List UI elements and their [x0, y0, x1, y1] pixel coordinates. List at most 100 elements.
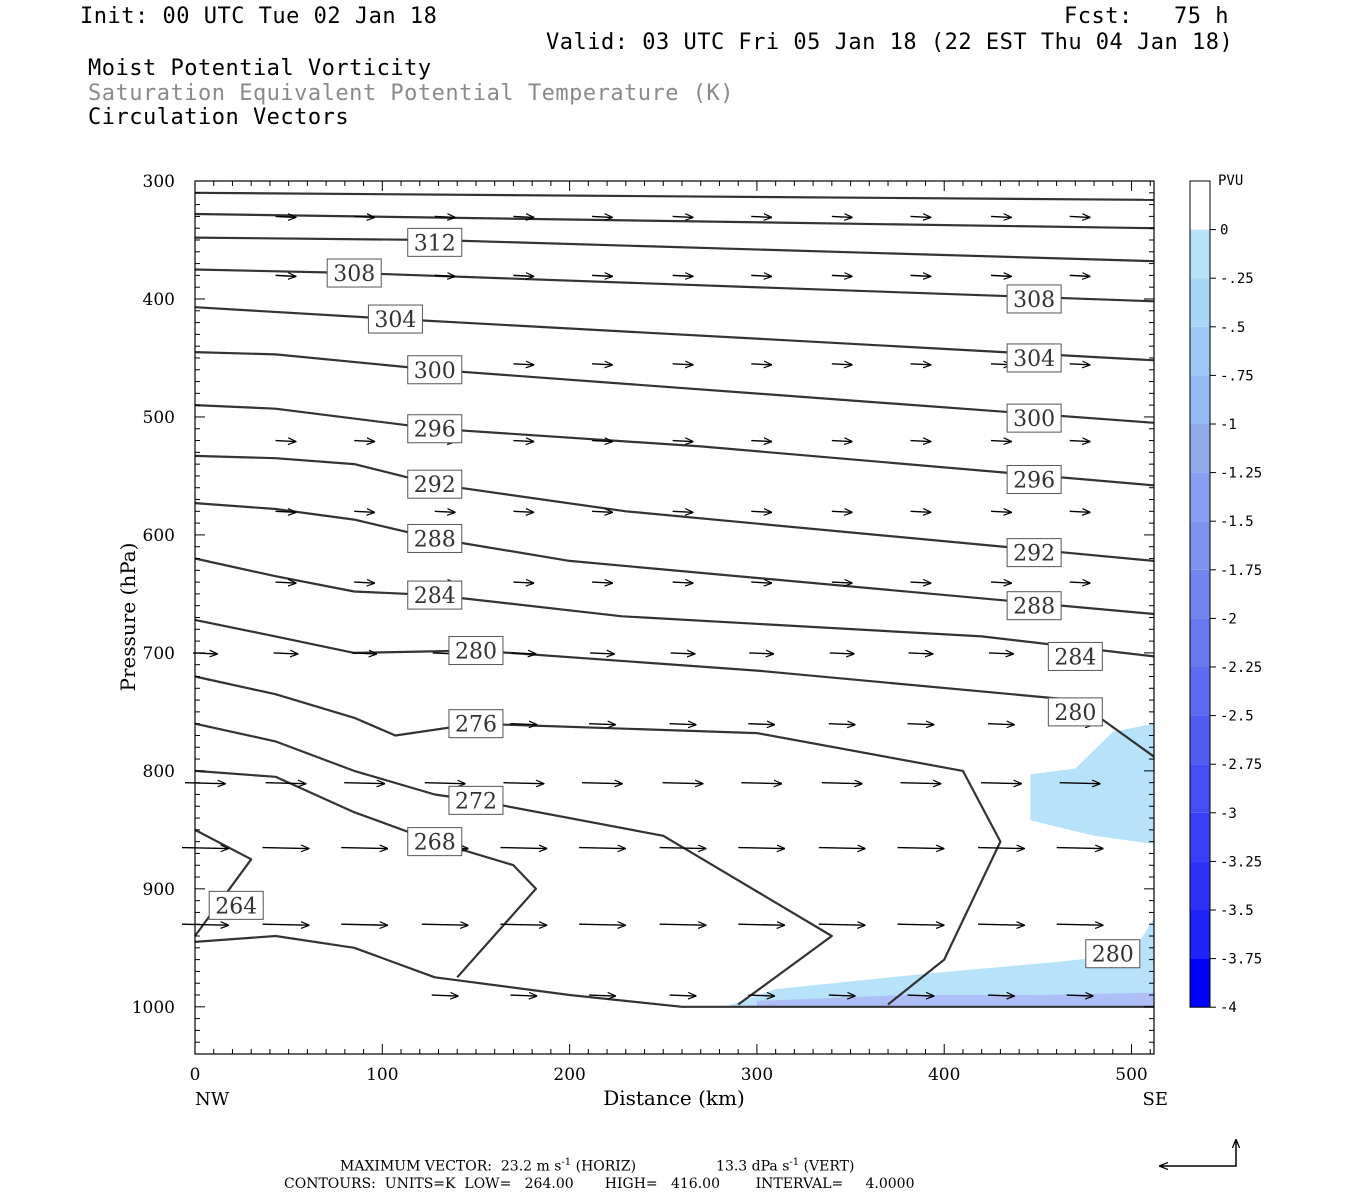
colorbar-swatch [1190, 910, 1210, 959]
contour-label-box [1006, 343, 1062, 373]
circulation-vector [831, 582, 852, 583]
contour-label-text: 268 [414, 831, 456, 856]
circulation-vector [262, 848, 309, 849]
circulation-vector [273, 653, 298, 654]
circulation-vector [1069, 216, 1090, 217]
contour-label-box [1006, 538, 1062, 568]
contour-label-text: 304 [1013, 347, 1055, 372]
circulation-vector [988, 724, 1014, 725]
x-tick-label: 200 [553, 1065, 585, 1085]
colorbar-label: -2.25 [1220, 660, 1262, 676]
circulation-vector [831, 216, 852, 217]
colorbar-swatch [1190, 326, 1210, 376]
contour-label-box [1006, 464, 1062, 494]
contour-line [194, 191, 1155, 201]
contour-label-text: 304 [374, 308, 416, 333]
circulation-vector [354, 582, 374, 583]
circulation-vector [897, 924, 944, 925]
circulation-vector [751, 216, 771, 217]
circulation-vector [910, 275, 931, 276]
contour-label: 288 [1006, 591, 1062, 621]
contour-line [194, 351, 1155, 424]
circulation-vector [900, 783, 941, 784]
colorbar-swatch [1190, 472, 1210, 522]
circulation-vector [510, 995, 536, 996]
max-vector-horiz: MAXIMUM VECTOR: 23.2 m s [340, 1158, 562, 1175]
contour-label-box [367, 304, 423, 334]
contour-label: 268 [407, 827, 463, 857]
circulation-vector [659, 924, 706, 925]
colorbar-label: -1.5 [1220, 514, 1254, 530]
circulation-vector [662, 783, 703, 784]
circulation-vector [989, 653, 1013, 654]
circulation-vector [818, 848, 865, 849]
circulation-vector [907, 995, 934, 996]
contour-label-text: 300 [414, 359, 456, 384]
contour-label: 300 [407, 355, 463, 385]
circulation-vector [910, 582, 931, 583]
circulation-vector [991, 275, 1011, 276]
max-vector-readout: MAXIMUM VECTOR: 23.2 m s-1 (HORIZ) 13.3 d… [340, 1157, 854, 1175]
max-vector-vert: 13.3 dPa s [716, 1158, 790, 1175]
field-title-theta-es: Saturation Equivalent Potential Temperat… [88, 81, 735, 106]
circulation-vector [672, 511, 693, 512]
contour-line [194, 828, 253, 937]
reference-vector [1160, 1140, 1236, 1166]
circulation-vector [897, 848, 944, 849]
contour-label: 272 [448, 785, 504, 815]
y-tick-label: 400 [143, 290, 175, 310]
colorbar-label: -3.5 [1220, 903, 1254, 919]
circulation-vector [590, 653, 614, 654]
circulation-vector [978, 924, 1024, 925]
y-tick-label: 700 [143, 644, 175, 664]
colorbar-label: -1 [1220, 417, 1237, 433]
contour-label-box [407, 355, 463, 385]
circulation-vector [828, 724, 855, 725]
colorbar-label: -2.75 [1220, 757, 1262, 773]
contour-label-text: 264 [215, 894, 257, 919]
circulation-vector [184, 783, 225, 784]
colorbar-swatch [1190, 375, 1210, 424]
circulation-vector [513, 364, 533, 365]
contour-label-box [407, 580, 463, 610]
contour-label-text: 292 [414, 473, 456, 498]
circulation-vector [579, 924, 625, 925]
circulation-vector [751, 275, 771, 276]
circulation-vector [659, 848, 706, 849]
valid-time: Valid: 03 UTC Fri 05 Jan 18 (22 EST Thu … [546, 30, 1234, 55]
circulation-vector [513, 582, 533, 583]
contour-label-box [407, 469, 463, 499]
circulation-vector [592, 275, 612, 276]
circulation-vector [672, 216, 693, 217]
circulation-vector [513, 216, 533, 217]
circulation-vector [352, 653, 376, 654]
circulation-vector [751, 511, 771, 512]
contour-label: 312 [407, 227, 463, 257]
circulation-vector [181, 848, 228, 849]
colorbar-swatch [1190, 764, 1210, 813]
colorbar-label: -.5 [1220, 320, 1245, 336]
contour-label: 280 [448, 636, 504, 666]
colorbar-label: -1.75 [1220, 563, 1262, 579]
contour-label-box [448, 636, 504, 666]
contour-label-box [1047, 697, 1103, 727]
colorbar-swatch [1190, 229, 1210, 279]
contour-label-text: 308 [333, 262, 375, 287]
field-title-vectors: Circulation Vectors [88, 105, 350, 130]
contour-label-text: 300 [1013, 407, 1055, 432]
colorbar-label: -4 [1220, 1000, 1237, 1016]
circulation-vector [1059, 783, 1100, 784]
circulation-vector [670, 653, 695, 654]
circulation-vector [503, 783, 543, 784]
circulation-vector [672, 364, 693, 365]
circulation-vector [831, 275, 852, 276]
circulation-vector [991, 511, 1011, 512]
contour-label-box [448, 709, 504, 739]
x-tick-label: 0 [190, 1065, 201, 1085]
circulation-vector [1069, 582, 1090, 583]
circulation-vector [669, 995, 696, 996]
circulation-vectors [181, 216, 1103, 996]
circulation-vector [275, 216, 296, 217]
circulation-vector [738, 924, 784, 925]
